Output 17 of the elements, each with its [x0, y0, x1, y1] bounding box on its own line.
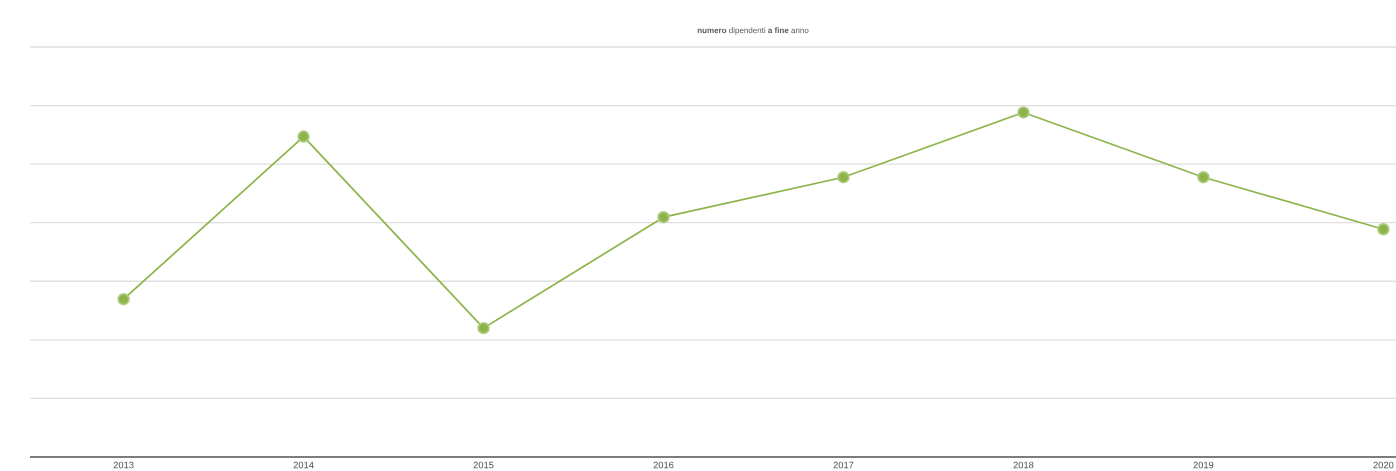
x-tick-label: 2013	[113, 461, 134, 469]
point	[297, 130, 310, 143]
x-tick-label: 2014	[293, 461, 314, 469]
point	[1197, 171, 1210, 184]
x-tick-label: 2019	[1193, 461, 1214, 469]
point	[1377, 223, 1390, 236]
x-tick-label: 2017	[833, 461, 854, 469]
x-tick-label: 2018	[1013, 461, 1034, 469]
x-tick-label: 2015	[473, 461, 494, 469]
point	[657, 210, 670, 224]
x-tick-label: 2016	[653, 461, 674, 469]
chart-title: numero dipendenti a fine anno	[697, 27, 809, 35]
point	[477, 321, 490, 335]
point	[117, 292, 130, 306]
x-tick-label: 2020	[1373, 461, 1394, 469]
point	[1017, 106, 1030, 119]
point	[837, 171, 850, 184]
